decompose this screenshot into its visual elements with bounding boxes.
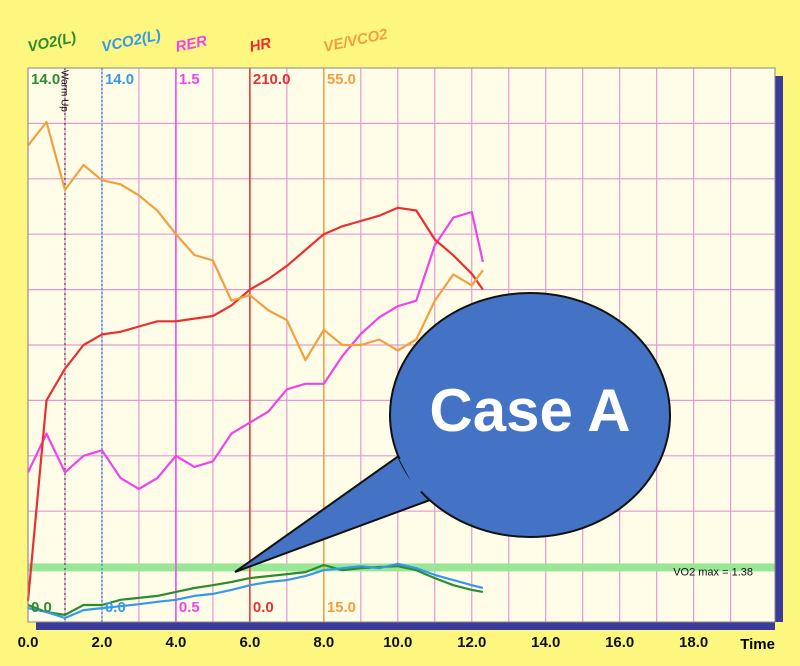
series-line — [26, 206, 484, 602]
x-tick-label: 16.0 — [605, 634, 634, 651]
callout-text: Case A — [429, 377, 630, 444]
y-tick-label: 0.0 — [253, 599, 274, 616]
x-tick-label: 18.0 — [679, 634, 708, 651]
series-name: VCO2(L) — [100, 27, 162, 56]
y-tick-label: 1.5 — [179, 71, 200, 88]
y-tick-label: 0.0 — [105, 599, 126, 616]
callout-bubble — [389, 292, 671, 538]
x-tick-label: 10.0 — [383, 634, 412, 651]
series-line — [27, 210, 484, 491]
y-tick-label: 14.0 — [105, 71, 134, 88]
callout-join — [399, 456, 423, 494]
x-axis-label: Time — [740, 636, 775, 653]
series-name: RER — [174, 33, 209, 56]
series-name: HR — [248, 35, 273, 56]
series-line — [27, 562, 484, 620]
series-line — [27, 120, 484, 362]
y-tick-label: 0.0 — [31, 599, 52, 616]
x-tick-label: 6.0 — [239, 634, 260, 651]
x-tick-label: 12.0 — [457, 634, 486, 651]
y-tick-label: 15.0 — [327, 599, 356, 616]
x-tick-label: 4.0 — [165, 634, 186, 651]
x-tick-label: 8.0 — [313, 634, 334, 651]
callout: Case A — [234, 292, 671, 573]
marker-label: Warm Up — [58, 70, 69, 112]
x-tick-label: 0.0 — [18, 634, 39, 651]
x-tick-label: 14.0 — [531, 634, 560, 651]
y-tick-label: 210.0 — [253, 71, 291, 88]
reference-label: VO2 max = 1.38 — [673, 566, 753, 578]
x-tick-label: 2.0 — [92, 634, 113, 651]
series-name: VO2(L) — [26, 29, 78, 56]
y-tick-label: 0.5 — [179, 599, 200, 616]
series-name: VE/VCO2 — [322, 26, 390, 56]
series-line — [27, 563, 484, 616]
y-tick-label: 55.0 — [327, 71, 356, 88]
y-tick-label: 14.0 — [31, 71, 60, 88]
plot-frame — [27, 67, 776, 623]
